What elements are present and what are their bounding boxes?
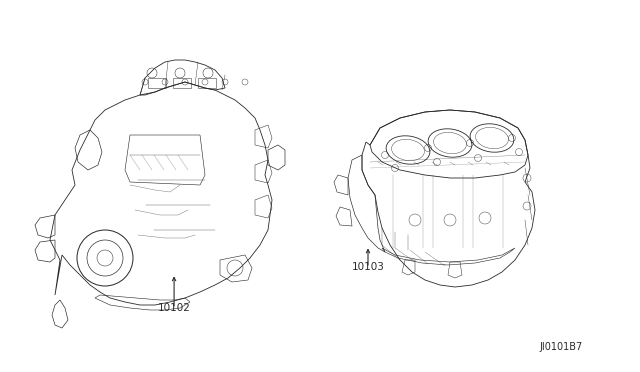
Text: 10102: 10102	[157, 303, 191, 313]
Text: JI0101B7: JI0101B7	[539, 341, 582, 352]
Text: 10103: 10103	[351, 262, 385, 272]
